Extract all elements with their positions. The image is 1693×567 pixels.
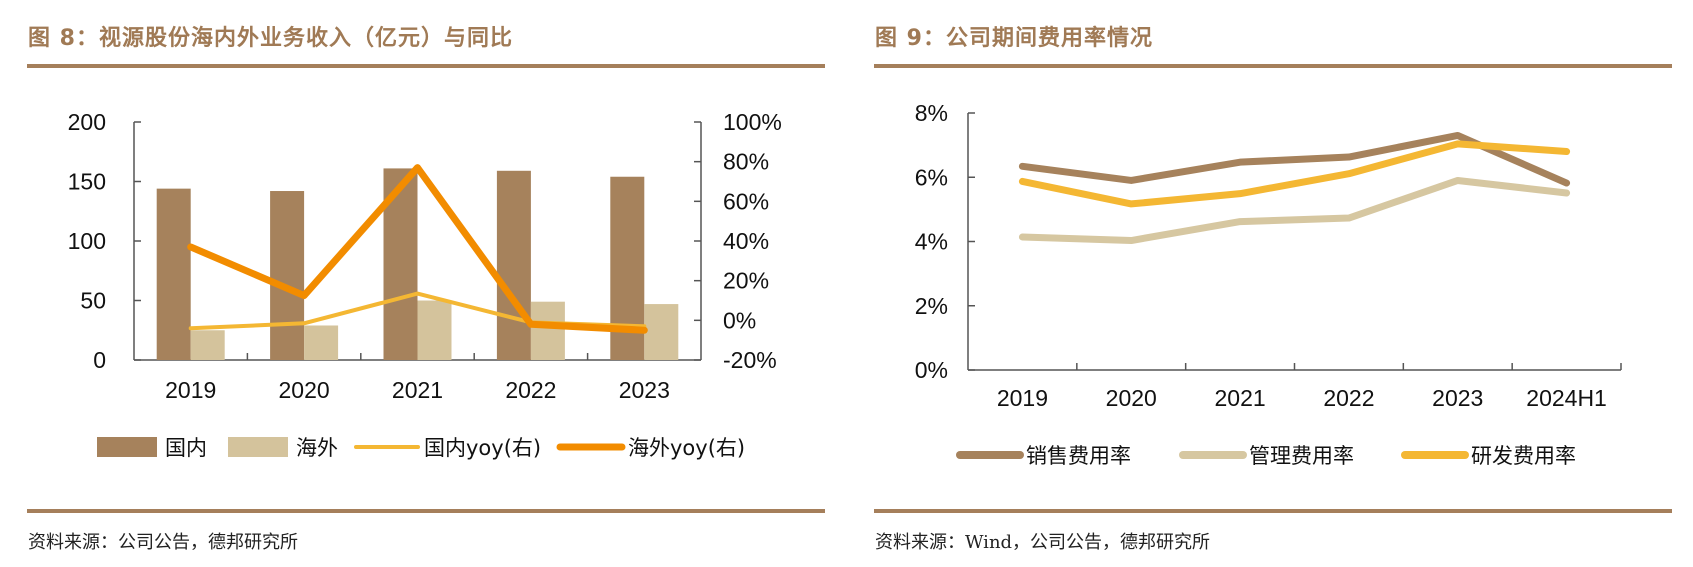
x-tick-label: 2019 (165, 377, 216, 403)
right-tick-label: 40% (723, 228, 769, 254)
x-tick-label: 2020 (1106, 385, 1157, 411)
rd-expense-rate-line (1018, 140, 1571, 208)
x-tick-label: 2022 (505, 377, 556, 403)
left-tick-label: 50 (80, 288, 106, 314)
right-tick-label: 100% (723, 109, 782, 135)
right-tick-label: -20% (723, 347, 777, 373)
y-tick-label: 4% (915, 229, 948, 255)
x-tick-label: 2024H1 (1526, 385, 1607, 411)
figure-8-top-rule (27, 64, 825, 68)
left-tick-label: 200 (68, 109, 106, 135)
left-tick-label: 150 (68, 169, 106, 195)
figure-9-top-rule (874, 64, 1672, 68)
legend-admin-rate-label: 管理费用率 (1249, 444, 1354, 468)
x-tick-label: 2020 (279, 377, 330, 403)
legend-overseas-swatch (228, 437, 288, 457)
legend-sales-rate-label: 销售费用率 (1026, 444, 1131, 468)
figure-9-title: 图 9：公司期间费用率情况 (875, 26, 1153, 51)
x-tick-label: 2023 (1432, 385, 1483, 411)
figure-8-source: 资料来源：公司公告，德邦研究所 (28, 532, 298, 553)
y-tick-label: 0% (915, 357, 948, 383)
legend-overseas-yoy-label: 海外yoy(右) (628, 436, 745, 460)
figure-9-source: 资料来源：Wind，公司公告，德邦研究所 (875, 532, 1211, 553)
x-tick-label: 2023 (619, 377, 670, 403)
figure-8-bottom-rule (27, 509, 825, 513)
left-tick-label: 0 (93, 347, 106, 373)
right-tick-label: 80% (723, 149, 769, 175)
domestic-revenue-bar (156, 188, 191, 360)
legend-domestic-swatch (97, 437, 157, 457)
right-tick-label: 0% (723, 307, 756, 333)
admin-expense-rate-line (1018, 176, 1571, 245)
y-tick-label: 6% (915, 164, 948, 190)
overseas-revenue-bar (417, 300, 452, 360)
legend-domestic-yoy-label: 国内yoy(右) (424, 436, 541, 460)
x-tick-label: 2021 (392, 377, 443, 403)
overseas-revenue-bar (530, 301, 565, 360)
overseas-revenue-bar (304, 325, 339, 360)
domestic-revenue-bar (496, 170, 531, 360)
left-tick-label: 100 (68, 228, 106, 254)
legend-rd-rate-label: 研发费用率 (1471, 444, 1576, 468)
legend-domestic-label: 国内 (165, 436, 207, 460)
figure-9-bottom-rule (874, 509, 1672, 513)
right-tick-label: 60% (723, 188, 769, 214)
figure-8-title: 图 8：视源股份海内外业务收入（亿元）与同比 (28, 26, 513, 51)
x-tick-label: 2022 (1323, 385, 1374, 411)
x-tick-label: 2021 (1214, 385, 1265, 411)
overseas-revenue-bar (190, 330, 225, 360)
domestic-revenue-bar (270, 191, 305, 360)
overseas-yoy-line (187, 164, 648, 334)
y-tick-label: 8% (915, 100, 948, 126)
legend-overseas-label: 海外 (296, 436, 338, 460)
x-tick-label: 2019 (997, 385, 1048, 411)
right-tick-label: 20% (723, 268, 769, 294)
overseas-revenue-bar (644, 304, 679, 360)
y-tick-label: 2% (915, 293, 948, 319)
